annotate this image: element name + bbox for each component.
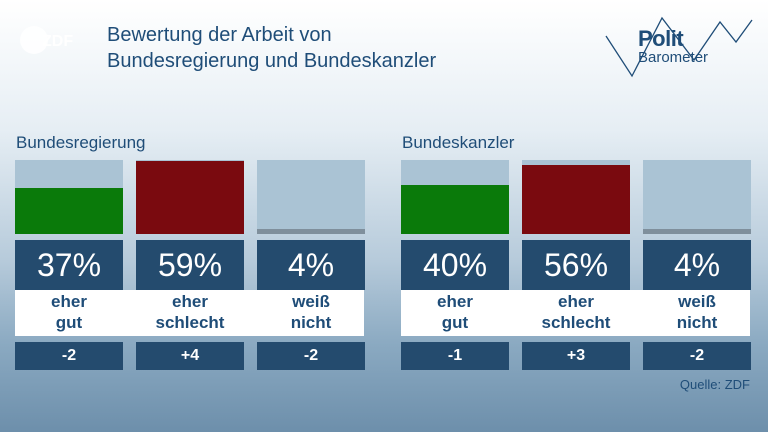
bar-1-0 bbox=[401, 185, 509, 234]
value-label-1-2: 4% bbox=[643, 240, 751, 290]
bar-box-0-1 bbox=[136, 160, 244, 234]
brand-line2: Barometer bbox=[638, 49, 709, 66]
bar-1-1 bbox=[522, 165, 630, 234]
category-label-0-2: weiß nicht bbox=[290, 292, 332, 332]
bar-1-2 bbox=[643, 229, 751, 234]
category-label-1-0: eher gut bbox=[437, 292, 473, 332]
chart-title-line2: Bundesregierung und Bundeskanzler bbox=[107, 50, 437, 72]
bar-box-1-2 bbox=[643, 160, 751, 234]
category-label-1-2: weiß nicht bbox=[676, 292, 718, 332]
brand-line1: Polit bbox=[638, 26, 684, 51]
value-label-1-0: 40% bbox=[401, 240, 509, 290]
category-label-1-1: eher schlecht bbox=[541, 292, 611, 332]
bar-0-0 bbox=[15, 188, 123, 234]
change-label-1-0: -1 bbox=[401, 342, 509, 370]
bar-box-1-0 bbox=[401, 160, 509, 234]
bar-box-1-1 bbox=[522, 160, 630, 234]
bar-box-0-2 bbox=[257, 160, 365, 234]
zigzag-line-icon bbox=[605, 16, 753, 78]
value-label-0-2: 4% bbox=[257, 240, 365, 290]
change-label-0-1: +4 bbox=[136, 342, 244, 370]
politbarometer-logo: Polit Barometer bbox=[602, 14, 756, 80]
category-label-0-1: eher schlecht bbox=[155, 292, 225, 332]
value-label-0-1: 59% bbox=[136, 240, 244, 290]
bar-0-2 bbox=[257, 229, 365, 234]
change-label-1-1: +3 bbox=[522, 342, 630, 370]
section-title-bundesregierung: Bundesregierung bbox=[16, 133, 146, 152]
svg-text:ZDF: ZDF bbox=[42, 33, 73, 50]
zdf-logo: ZDF bbox=[14, 20, 78, 60]
change-label-0-2: -2 bbox=[257, 342, 365, 370]
change-label-1-2: -2 bbox=[643, 342, 751, 370]
bar-0-1 bbox=[136, 161, 244, 234]
value-label-1-1: 56% bbox=[522, 240, 630, 290]
source-note: Quelle: ZDF bbox=[679, 377, 750, 392]
change-label-0-0: -2 bbox=[15, 342, 123, 370]
bar-box-0-0 bbox=[15, 160, 123, 234]
chart-title: Bewertung der Arbeit von Bundesregierung… bbox=[107, 22, 577, 74]
zdf-logo-icon: ZDF bbox=[20, 26, 73, 54]
chart-title-line1: Bewertung der Arbeit von bbox=[107, 24, 332, 46]
section-title-bundeskanzler: Bundeskanzler bbox=[402, 133, 515, 152]
label-strip-bundesregierung bbox=[15, 290, 364, 336]
label-strip-bundeskanzler bbox=[401, 290, 750, 336]
category-label-0-0: eher gut bbox=[51, 292, 87, 332]
value-label-0-0: 37% bbox=[15, 240, 123, 290]
